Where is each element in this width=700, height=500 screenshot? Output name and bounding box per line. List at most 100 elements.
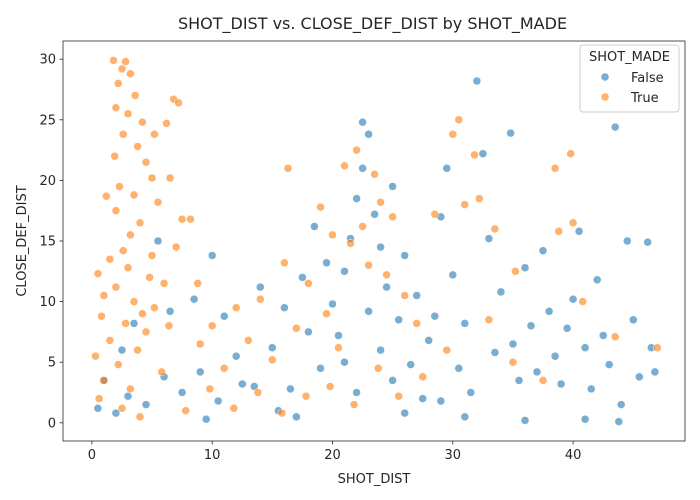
- y-tick-label-10: 10: [39, 295, 56, 310]
- point-false-78: [189, 294, 199, 304]
- point-false-55: [629, 315, 638, 325]
- point-false-57: [643, 237, 652, 247]
- point-false-68: [418, 394, 427, 403]
- point-false-34: [472, 76, 482, 86]
- point-true-74: [322, 309, 331, 318]
- point-true-1: [117, 64, 127, 74]
- point-false-11: [268, 343, 277, 352]
- point-false-24: [382, 282, 391, 292]
- point-false-74: [526, 321, 536, 331]
- point-true-67: [231, 303, 241, 312]
- point-true-29: [129, 297, 139, 306]
- x-tick-label-0: 0: [88, 448, 96, 463]
- point-false-8: [213, 396, 223, 406]
- point-false-13: [304, 327, 313, 337]
- point-true-104: [253, 388, 263, 397]
- point-false-52: [610, 122, 620, 132]
- legend-marker-true: [600, 92, 610, 102]
- point-true-54: [352, 145, 361, 155]
- point-true-8: [138, 117, 147, 127]
- point-false-46: [574, 227, 584, 236]
- point-true-26: [111, 282, 121, 292]
- point-false-67: [406, 360, 415, 369]
- legend-title: SHOT_MADE: [589, 50, 670, 65]
- point-false-44: [556, 379, 566, 389]
- point-true-36: [91, 351, 100, 361]
- point-true-15: [129, 190, 139, 200]
- point-false-26: [394, 315, 403, 325]
- point-true-34: [105, 336, 115, 345]
- legend: SHOT_MADE False True: [579, 44, 680, 113]
- x-axis: 0 10 20 30 40: [88, 441, 581, 463]
- point-false-79: [153, 236, 163, 246]
- point-true-60: [328, 230, 337, 240]
- point-false-56: [635, 372, 644, 382]
- point-true-73: [292, 324, 301, 333]
- point-true-46: [162, 119, 171, 128]
- point-true-90: [578, 297, 587, 306]
- point-true-2: [121, 57, 130, 66]
- point-true-22: [105, 254, 115, 264]
- point-true-53: [340, 161, 349, 171]
- point-false-20: [364, 130, 373, 139]
- point-false-39: [508, 339, 518, 349]
- point-true-58: [358, 222, 367, 231]
- x-tick-label-20: 20: [324, 448, 341, 463]
- point-false-45: [568, 294, 578, 304]
- point-true-110: [147, 251, 157, 260]
- point-true-23: [123, 263, 133, 272]
- x-axis-label: SHOT_DIST: [338, 472, 411, 487]
- y-tick-label-25: 25: [39, 113, 56, 128]
- point-false-64: [364, 307, 373, 316]
- point-false-94: [460, 412, 470, 422]
- x-tick-label-30: 30: [445, 448, 462, 463]
- point-true-10: [133, 142, 142, 151]
- point-true-69: [195, 339, 205, 349]
- y-axis: 0 5 10 15 20 25 30: [39, 53, 63, 431]
- point-false-22: [370, 210, 379, 219]
- point-true-64: [304, 279, 313, 288]
- point-false-65: [376, 345, 385, 355]
- point-true-78: [430, 210, 440, 219]
- point-false-28: [412, 291, 421, 300]
- point-true-18: [111, 206, 121, 215]
- point-true-28: [99, 291, 109, 300]
- point-true-70: [219, 364, 229, 373]
- point-true-19: [135, 218, 145, 228]
- point-false-36: [484, 234, 494, 243]
- point-true-59: [346, 239, 355, 248]
- point-false-69: [430, 311, 440, 321]
- point-true-13: [147, 173, 157, 183]
- point-false-95: [520, 416, 530, 425]
- y-tick-label-5: 5: [48, 356, 56, 371]
- point-true-50: [186, 214, 195, 224]
- point-true-3: [126, 69, 135, 78]
- point-true-93: [538, 376, 548, 385]
- point-false-81: [129, 319, 139, 328]
- point-false-97: [614, 417, 624, 426]
- point-false-73: [514, 376, 524, 385]
- point-true-41: [94, 394, 104, 403]
- point-true-24: [93, 269, 103, 278]
- point-false-66: [388, 376, 397, 385]
- point-false-2: [111, 408, 121, 418]
- point-false-0: [93, 404, 103, 413]
- point-true-45: [174, 98, 183, 108]
- point-false-27: [400, 251, 409, 260]
- point-true-30: [150, 303, 159, 312]
- legend-label-true: True: [630, 91, 659, 106]
- point-true-102: [301, 391, 311, 401]
- point-false-33: [460, 319, 470, 328]
- point-true-98: [394, 391, 403, 401]
- point-true-7: [123, 109, 133, 118]
- point-true-55: [370, 170, 379, 179]
- point-false-32: [448, 270, 458, 280]
- point-false-38: [506, 128, 515, 138]
- point-false-88: [238, 379, 247, 389]
- point-true-106: [205, 384, 215, 394]
- point-true-40: [126, 384, 135, 394]
- point-true-20: [126, 230, 135, 240]
- point-true-9: [118, 130, 128, 139]
- point-false-76: [562, 324, 572, 333]
- series-false: [93, 76, 660, 426]
